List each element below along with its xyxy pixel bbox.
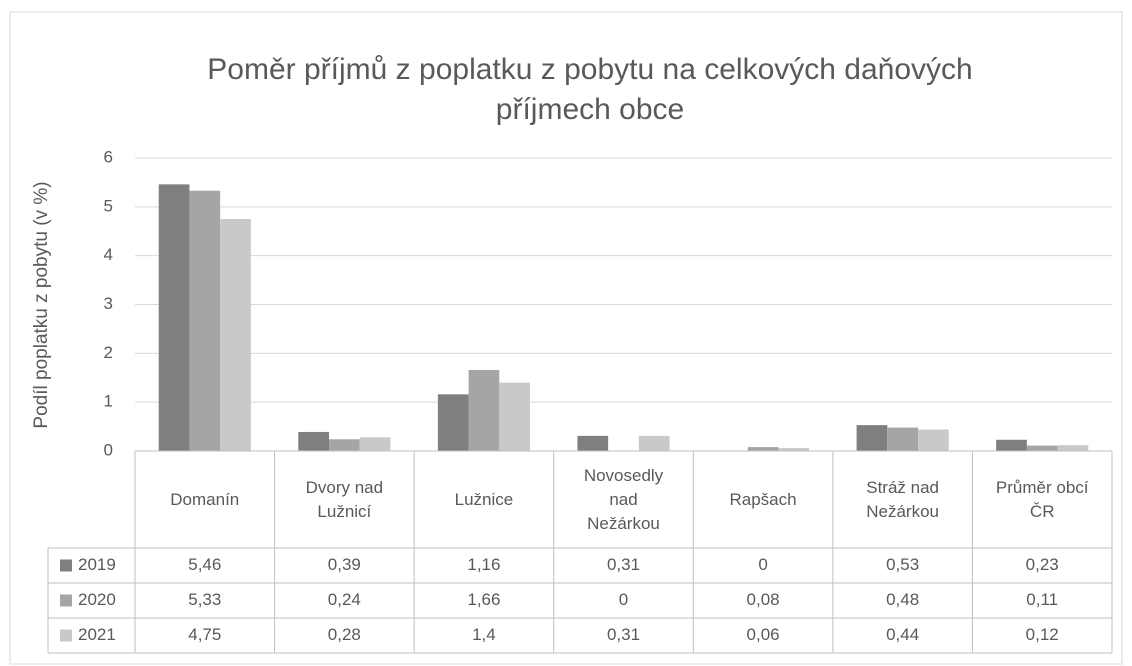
bar bbox=[220, 219, 251, 451]
bar bbox=[158, 184, 190, 451]
bar bbox=[189, 190, 221, 452]
table-value: 0,12 bbox=[1026, 625, 1059, 644]
bar bbox=[638, 435, 670, 451]
category-cell: Dvory nad Lužnicí bbox=[305, 477, 384, 521]
y-tick-label: 4 bbox=[104, 245, 113, 264]
table-value: 0,08 bbox=[747, 590, 780, 609]
category-cell: Domanín bbox=[170, 489, 240, 509]
bar bbox=[468, 369, 500, 451]
table-value: 0 bbox=[619, 590, 628, 609]
table-value: 1,16 bbox=[467, 555, 500, 574]
bar bbox=[996, 439, 1027, 451]
x-tick-label: Domanín bbox=[170, 489, 240, 509]
x-tick-label: Lužnice bbox=[454, 489, 514, 509]
x-tick-label: Rapšach bbox=[729, 489, 797, 509]
table-value: 4,75 bbox=[188, 625, 221, 644]
table-value: 0,31 bbox=[607, 555, 640, 574]
bar bbox=[747, 447, 779, 451]
table-value: 0,28 bbox=[328, 625, 361, 644]
table-value: 0,31 bbox=[607, 625, 640, 644]
bar bbox=[329, 439, 360, 451]
bar bbox=[778, 448, 810, 451]
y-tick-label: 0 bbox=[104, 440, 113, 459]
table-value: 0 bbox=[758, 555, 767, 574]
legend-swatch bbox=[60, 629, 72, 642]
x-tick-label: Průměr obcí ČR bbox=[995, 477, 1089, 521]
table-value: 1,66 bbox=[467, 590, 500, 609]
table-value: 0,39 bbox=[328, 555, 361, 574]
legend-label: 2021 bbox=[78, 625, 116, 644]
bar bbox=[887, 427, 918, 451]
legend-swatch bbox=[60, 594, 72, 607]
bar bbox=[1026, 445, 1058, 451]
bar bbox=[359, 437, 391, 451]
bar bbox=[499, 382, 530, 451]
bar bbox=[917, 429, 949, 451]
chart-title: Poměr příjmů z poplatku z pobytu na celk… bbox=[207, 53, 973, 126]
legend-label: 2020 bbox=[78, 590, 116, 609]
y-tick-label: 6 bbox=[104, 147, 113, 166]
y-tick-label: 2 bbox=[104, 343, 113, 362]
chart-border bbox=[9, 11, 1123, 665]
table-value: 5,33 bbox=[188, 590, 221, 609]
bar bbox=[298, 431, 330, 451]
table-value: 0,11 bbox=[1026, 590, 1058, 609]
legend-swatch bbox=[60, 559, 72, 572]
table-value: 0,44 bbox=[886, 625, 919, 644]
bar bbox=[437, 394, 469, 451]
category-cell: Průměr obcí ČR bbox=[995, 477, 1089, 521]
bar bbox=[1057, 445, 1089, 451]
table-value: 0,06 bbox=[747, 625, 780, 644]
y-tick-label: 5 bbox=[104, 196, 113, 215]
category-cell: Rapšach bbox=[729, 489, 797, 509]
y-axis-label: Podíl poplatku z pobytu (v %) bbox=[31, 181, 52, 428]
table-value: 0,23 bbox=[1026, 555, 1059, 574]
y-tick-label: 3 bbox=[104, 294, 113, 313]
category-cell: Novosedly nad Nežárkou bbox=[583, 465, 664, 533]
category-cell: Stráž nad Nežárkou bbox=[866, 477, 940, 521]
legend-label: 2019 bbox=[78, 555, 116, 574]
category-cell: Lužnice bbox=[454, 489, 514, 509]
bar bbox=[856, 425, 888, 451]
table-value: 0,53 bbox=[886, 555, 919, 574]
table-value: 0,24 bbox=[328, 590, 361, 609]
y-tick-label: 1 bbox=[104, 392, 113, 411]
table-value: 1,4 bbox=[472, 625, 496, 644]
table-value: 5,46 bbox=[188, 555, 221, 574]
bar bbox=[577, 435, 609, 451]
table-value: 0,48 bbox=[886, 590, 919, 609]
x-tick-label: Stráž nad Nežárkou bbox=[866, 477, 940, 521]
x-tick-label: Dvory nad Lužnicí bbox=[305, 477, 384, 521]
x-tick-label: Novosedly nad Nežárkou bbox=[583, 465, 664, 533]
